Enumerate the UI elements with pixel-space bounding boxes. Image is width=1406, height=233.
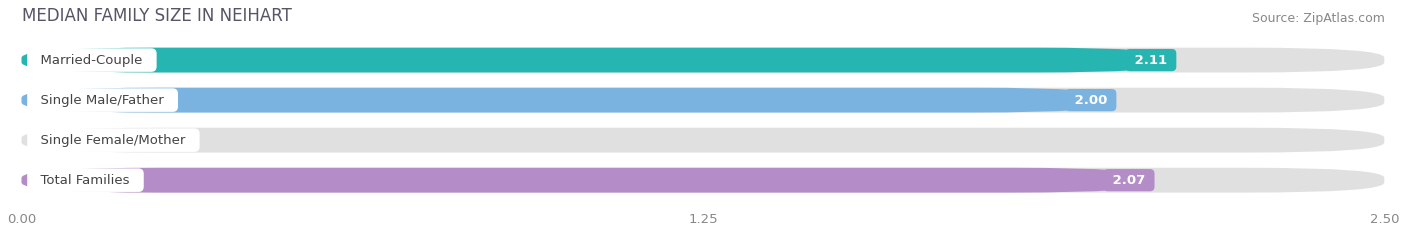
FancyBboxPatch shape bbox=[21, 128, 1385, 153]
FancyBboxPatch shape bbox=[21, 168, 1385, 193]
FancyBboxPatch shape bbox=[21, 48, 1171, 72]
Text: Single Male/Father: Single Male/Father bbox=[32, 94, 173, 107]
Text: 0.00: 0.00 bbox=[120, 134, 149, 147]
Text: MEDIAN FAMILY SIZE IN NEIHART: MEDIAN FAMILY SIZE IN NEIHART bbox=[21, 7, 291, 25]
Text: 2.11: 2.11 bbox=[1130, 54, 1171, 67]
Text: 2.00: 2.00 bbox=[1070, 94, 1112, 107]
FancyBboxPatch shape bbox=[21, 88, 1385, 113]
Text: Married-Couple: Married-Couple bbox=[32, 54, 152, 67]
FancyBboxPatch shape bbox=[21, 88, 1112, 113]
Text: 2.07: 2.07 bbox=[1108, 174, 1150, 187]
Text: Source: ZipAtlas.com: Source: ZipAtlas.com bbox=[1251, 12, 1385, 25]
Text: Total Families: Total Families bbox=[32, 174, 138, 187]
FancyBboxPatch shape bbox=[21, 48, 1385, 72]
FancyBboxPatch shape bbox=[21, 168, 1150, 193]
Text: Single Female/Mother: Single Female/Mother bbox=[32, 134, 194, 147]
